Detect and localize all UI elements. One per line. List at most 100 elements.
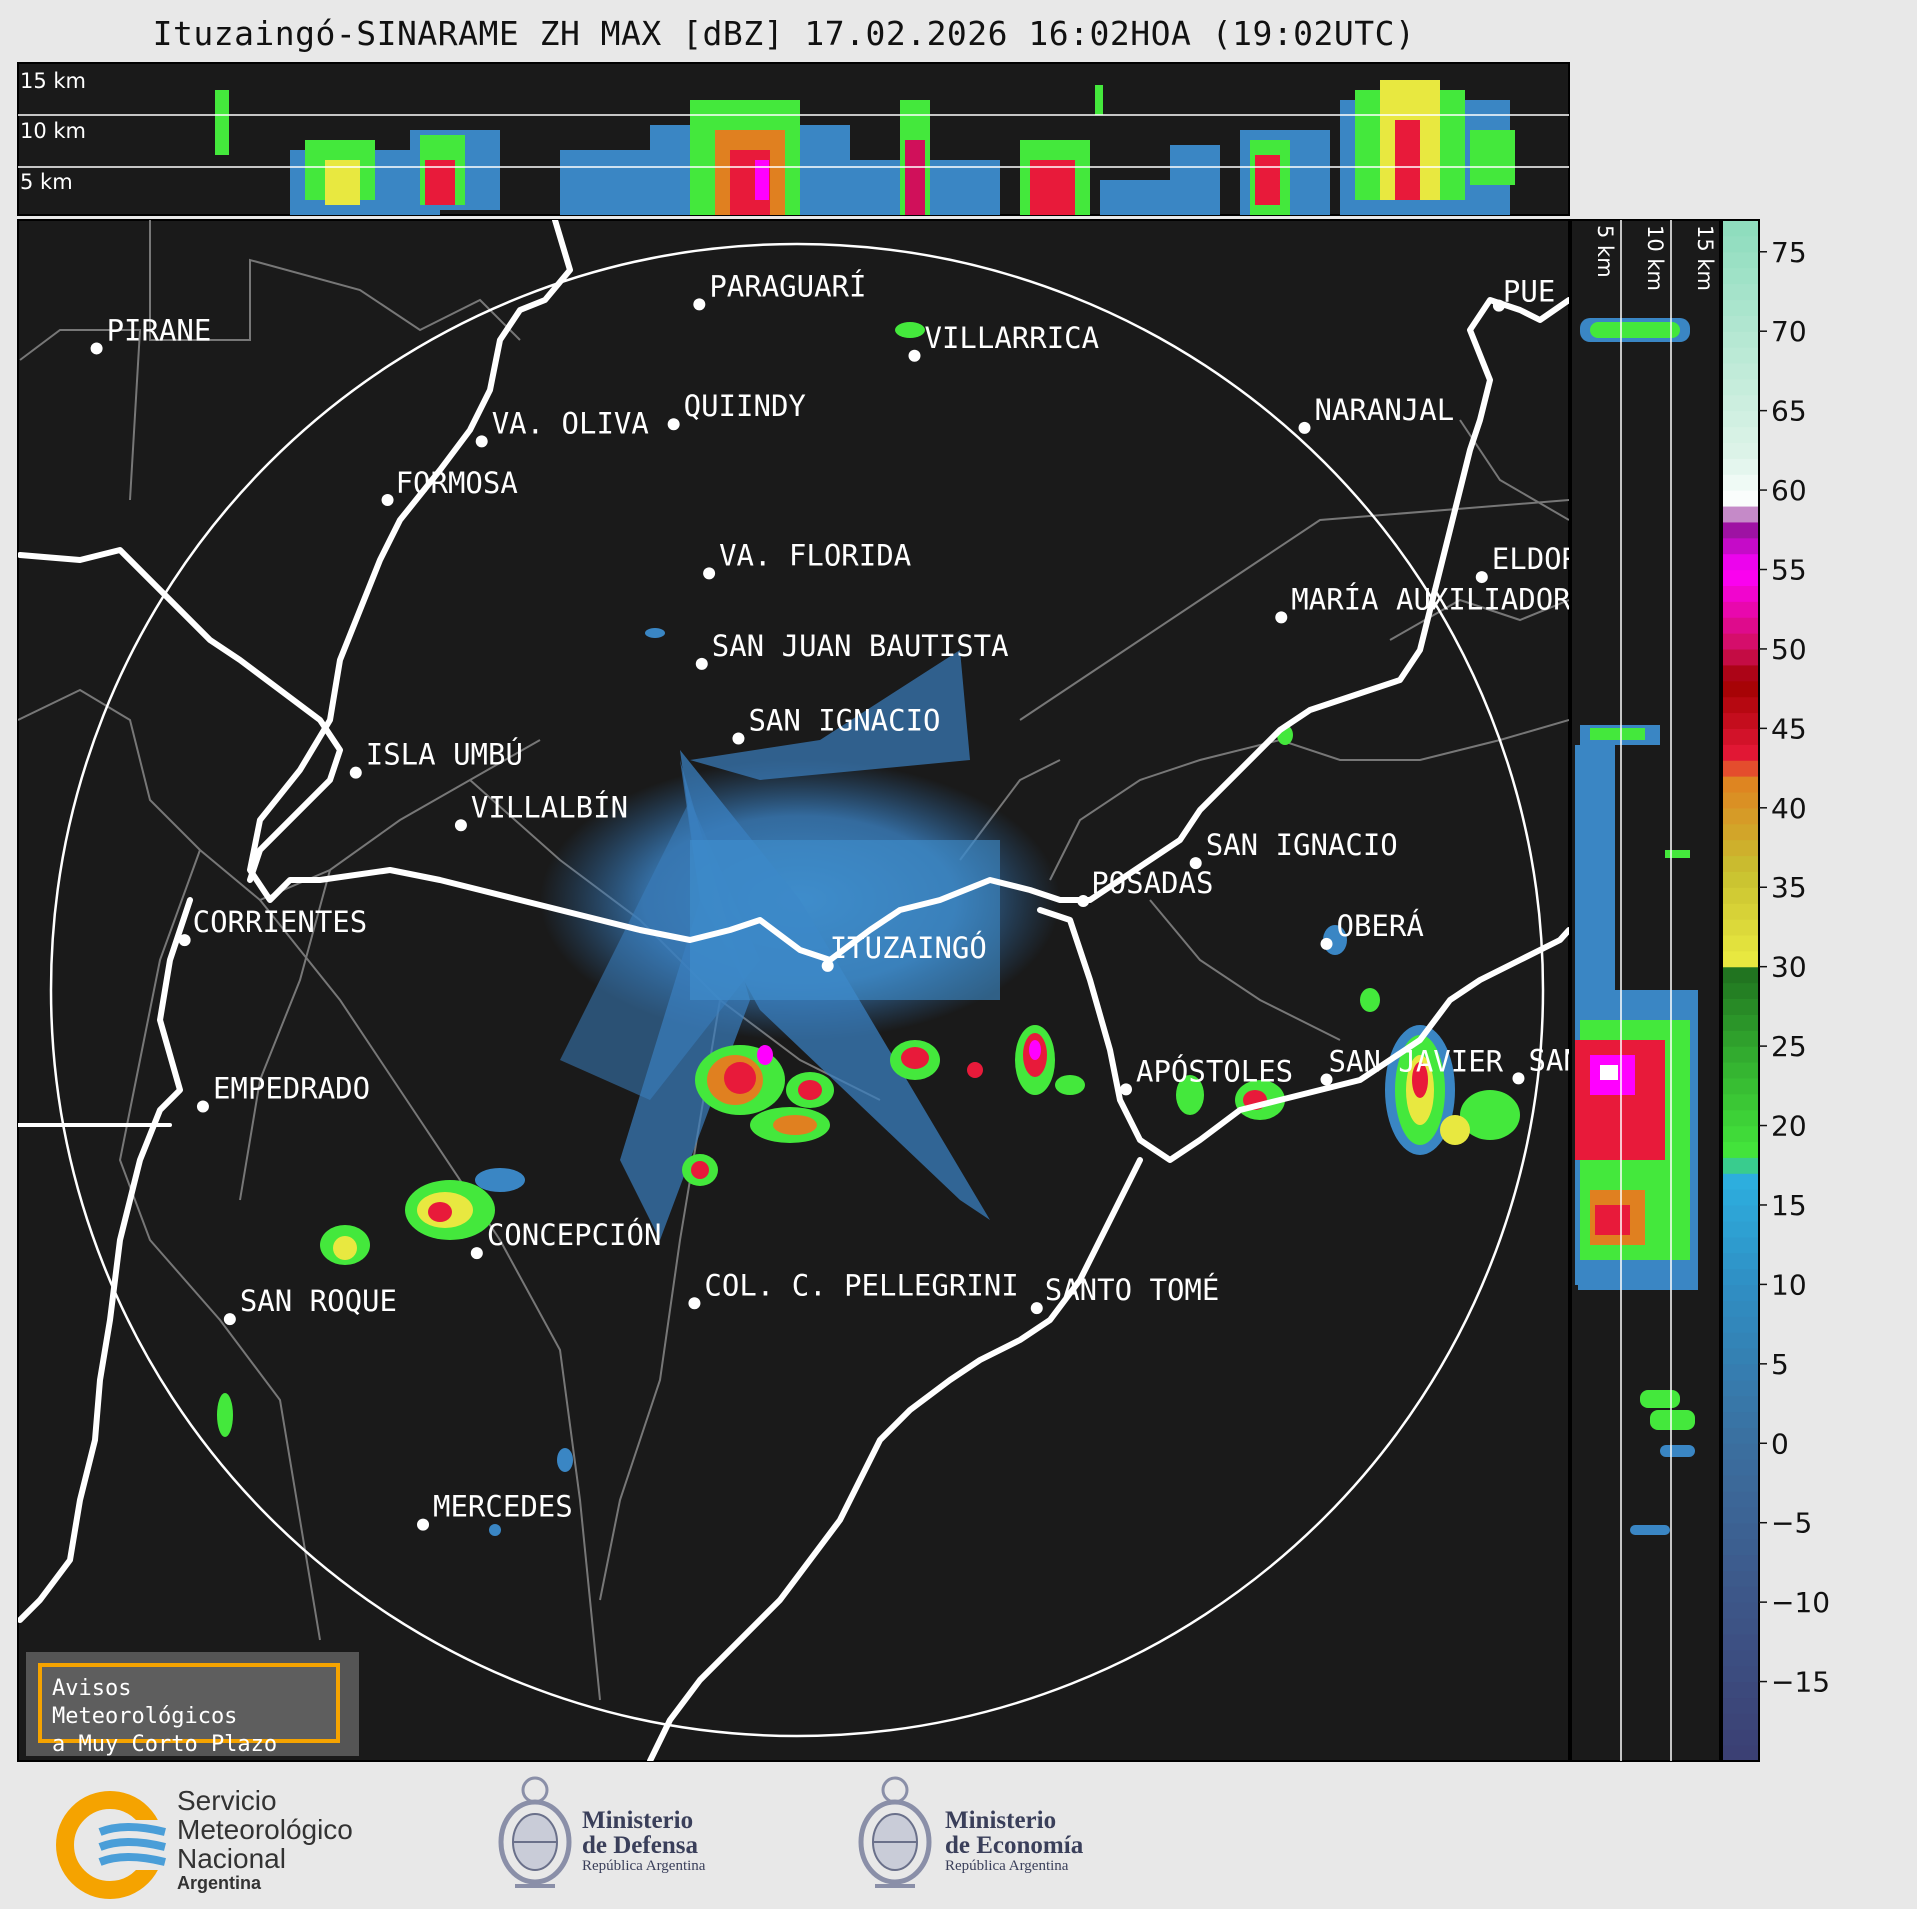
place-va-oliva: VA. OLIVA (475, 406, 649, 448)
colorbar-band (1722, 251, 1759, 269)
place-marker-dot (196, 1100, 209, 1113)
colorbar-band (1722, 1046, 1759, 1063)
place-marker-dot (470, 1247, 483, 1260)
place-label: MARÍA AUXILIADOR (1291, 582, 1571, 616)
colorbar-band (1722, 934, 1759, 952)
place-formosa: FORMOSA (381, 466, 518, 507)
place-label: ELDOR (1492, 542, 1580, 576)
colorbar-band (1722, 347, 1759, 364)
rivers-and-borders (18, 220, 1569, 1761)
colorbar-tick-label: 10 (1771, 1268, 1807, 1301)
colorbar-band (1722, 855, 1759, 872)
colorbar-band (1722, 458, 1759, 475)
side-echo-columns (1575, 318, 1698, 1535)
place-marker-dot (454, 819, 467, 832)
colorbar-tick-label: 65 (1771, 395, 1807, 428)
place-label: ITUZAINGÓ (830, 931, 987, 965)
defensa-line-2: de Defensa (582, 1832, 698, 1859)
economia-line-3: República Argentina (945, 1858, 1069, 1874)
colorbar-band (1722, 680, 1759, 698)
colorbar-band (1722, 1077, 1759, 1095)
colorbar-band (1722, 1681, 1759, 1699)
colorbar-band (1722, 410, 1759, 428)
place-marker-dot (349, 766, 362, 779)
colorbar-tick-label: 50 (1771, 633, 1807, 666)
place-maría-auxiliador: MARÍA AUXILIADOR (1275, 582, 1571, 624)
colorbar-band (1722, 331, 1759, 348)
colorbar-band (1722, 1332, 1759, 1349)
place-san-juan-bautista: SAN JUAN BAUTISTA (695, 629, 1009, 670)
colorbar-tick-label: 20 (1771, 1110, 1807, 1143)
page-title: Ituzaingó-SINARAME ZH MAX [dBZ] 17.02.20… (152, 14, 1416, 53)
colorbar-band (1722, 823, 1759, 841)
place-marker-dot (703, 567, 716, 580)
place-marker-dot (908, 349, 921, 362)
colorbar-band (1722, 1316, 1759, 1333)
place-label: ISLA UMBÚ (366, 738, 523, 772)
economia-line-1: Ministerio (945, 1807, 1057, 1834)
place-label: MERCEDES (433, 1490, 573, 1524)
place-marker-dot (1320, 937, 1333, 950)
warnings-box[interactable]: Avisos Meteorológicos a Muy Corto Plazo (38, 1663, 340, 1757)
colorbar-band (1722, 903, 1759, 920)
colorbar-band (1722, 585, 1759, 602)
place-concepción: CONCEPCIÓN (470, 1218, 662, 1260)
top-height-label-5: 5 km (20, 170, 73, 194)
colorbar-band (1722, 1506, 1759, 1524)
colorbar-band (1722, 1093, 1759, 1111)
place-label: SAN JUAN BAUTISTA (712, 629, 1009, 663)
colorbar-band (1722, 521, 1759, 539)
colorbar-band (1722, 1459, 1759, 1476)
colorbar-band (1722, 1284, 1759, 1301)
colorbar-band (1722, 1363, 1759, 1381)
colorbar-band (1722, 1395, 1759, 1413)
colorbar-band (1722, 839, 1759, 857)
coat-of-arms-icon (858, 1776, 932, 1888)
place-santo-tomé: SANTO TOMÉ (1030, 1273, 1219, 1315)
colorbar-band (1722, 776, 1759, 793)
colorbar-band (1722, 362, 1759, 380)
place-label: PIRANE (107, 313, 212, 347)
place-mercedes: MERCEDES (417, 1490, 573, 1531)
economia-line-2: de Economía (945, 1832, 1084, 1859)
place-marker-dot (667, 418, 680, 431)
colorbar-tick-label: 45 (1771, 712, 1807, 745)
smn-emblem-icon (56, 1791, 175, 1899)
colorbar-tick-label: 55 (1771, 554, 1807, 587)
place-san-javier: SAN JAVIER (1320, 1045, 1504, 1086)
place-marker-dot (1275, 611, 1288, 624)
place-posadas: POSADAS (1077, 866, 1213, 908)
place-marker-dot (475, 435, 488, 448)
place-label: APÓSTOLES (1136, 1054, 1293, 1088)
colorbar-band (1722, 1220, 1759, 1238)
place-san-ignacio: SAN IGNACIO (1189, 828, 1398, 870)
colorbar-band (1722, 744, 1759, 761)
colorbar-band (1722, 569, 1759, 586)
place-isla-umbú: ISLA UMBÚ (349, 738, 523, 779)
colorbar-band (1722, 490, 1759, 507)
place-label: FORMOSA (396, 466, 518, 500)
colorbar-tick-label: 75 (1771, 236, 1807, 269)
colorbar-band (1722, 1189, 1759, 1206)
side-height-label-5: 5 km (1593, 225, 1617, 278)
place-label: POSADAS (1091, 866, 1213, 900)
place-label: CONCEPCIÓN (487, 1218, 662, 1252)
place-villarrica: VILLARRICA (908, 321, 1099, 362)
place-marker-dot (417, 1518, 430, 1531)
place-marker-dot (1030, 1302, 1043, 1315)
colorbar-band (1722, 601, 1759, 618)
colorbar-band (1722, 919, 1759, 936)
place-label: SAN ROQUE (240, 1284, 397, 1318)
place-marker-dot (695, 657, 708, 670)
place-marker-dot (1320, 1073, 1333, 1086)
side-height-label-10: 10 km (1643, 225, 1667, 291)
colorbar-band (1722, 1586, 1759, 1603)
side-cross-section-panel: 5 km 10 km 15 km (1570, 219, 1721, 1762)
colorbar-tick-label: 5 (1771, 1348, 1789, 1381)
defensa-line-1: Ministerio (582, 1807, 694, 1834)
smn-logo: Servicio Meteorológico Nacional Argentin… (55, 1772, 395, 1902)
colorbar-band (1722, 1125, 1759, 1143)
colorbar-band (1722, 1347, 1759, 1365)
colorbar-band (1722, 664, 1759, 682)
